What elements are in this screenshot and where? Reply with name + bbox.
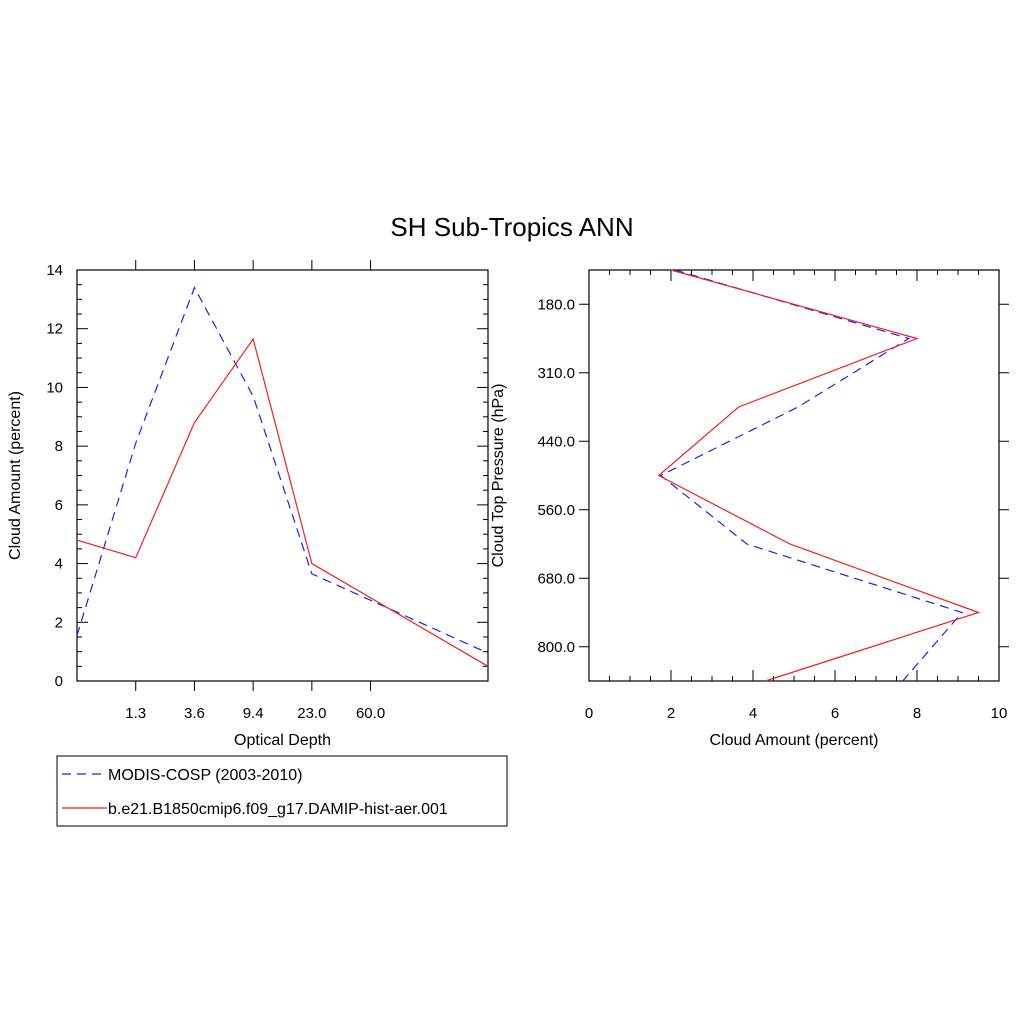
left-y-tick-label: 4 xyxy=(55,556,63,573)
legend: MODIS-COSP (2003-2010) b.e21.B1850cmip6.f… xyxy=(56,755,508,827)
legend-box xyxy=(56,755,508,827)
right-x-tick-label: 8 xyxy=(913,705,921,722)
right-y-tick-label: 310.0 xyxy=(537,365,575,382)
left-y-tick-label: 12 xyxy=(46,321,63,338)
left-x-tick-label: 1.3 xyxy=(125,705,146,722)
left-panel: 0 2 4 6 8 10 12 14 1.3 3.6 9.4 23.0 60.0 Optical Dep… xyxy=(7,260,489,749)
left-x-tick-label: 23.0 xyxy=(297,705,326,722)
legend-label-0: MODIS-COSP (2003-2010) xyxy=(108,767,302,784)
right-x-tick-label: 6 xyxy=(831,705,839,722)
left-x-tick-label: 9.4 xyxy=(243,705,264,722)
legend-label-1: b.e21.B1850cmip6.f09_g17.DAMIP-hist-aer.… xyxy=(108,801,448,818)
right-plot-frame xyxy=(588,269,1000,682)
left-series-line-0 xyxy=(76,286,489,654)
left-x-axis-label: Optical Depth xyxy=(234,732,331,749)
right-ticks: 0 2 4 6 8 10 180.0 310.0 440.0 560.0 680.0 800.0 xyxy=(537,270,1009,722)
right-x-tick-label: 0 xyxy=(585,705,593,722)
left-x-tick-label: 3.6 xyxy=(184,705,205,722)
right-panel: 0 2 4 6 8 10 180.0 310.0 440.0 560.0 680.0 800.0 Cl… xyxy=(490,269,1009,749)
left-series xyxy=(76,286,489,667)
right-x-tick-label: 10 xyxy=(991,705,1008,722)
right-y-axis-label: Cloud Top Pressure (hPa) xyxy=(490,384,507,568)
right-x-tick-label: 4 xyxy=(749,705,757,722)
legend-items: MODIS-COSP (2003-2010) b.e21.B1850cmip6.f… xyxy=(62,767,448,818)
left-y-tick-label: 0 xyxy=(55,673,63,690)
right-series-line-1 xyxy=(657,269,981,682)
right-y-tick-label: 680.0 xyxy=(537,570,575,587)
left-y-tick-label: 14 xyxy=(46,262,63,279)
right-y-tick-label: 180.0 xyxy=(537,296,575,313)
right-y-tick-label: 560.0 xyxy=(537,502,575,519)
right-y-tick-label: 440.0 xyxy=(537,433,575,450)
left-y-tick-label: 2 xyxy=(55,614,63,631)
left-x-tick-label: 60.0 xyxy=(356,705,385,722)
left-y-tick-label: 6 xyxy=(55,497,63,514)
left-y-tick-label: 8 xyxy=(55,438,63,455)
left-y-axis-label: Cloud Amount (percent) xyxy=(7,391,24,560)
right-series-line-0 xyxy=(659,269,964,682)
right-x-tick-label: 2 xyxy=(667,705,675,722)
left-plot-frame xyxy=(76,269,489,682)
right-x-axis-label: Cloud Amount (percent) xyxy=(710,732,879,749)
left-series-line-1 xyxy=(76,337,489,667)
left-y-tick-label: 10 xyxy=(46,379,63,396)
right-series xyxy=(657,269,981,682)
chart-title: SH Sub-Tropics ANN xyxy=(390,212,633,242)
right-y-tick-label: 800.0 xyxy=(537,639,575,656)
left-ticks: 0 2 4 6 8 10 12 14 1.3 3.6 9.4 23.0 60.0 xyxy=(46,260,488,722)
